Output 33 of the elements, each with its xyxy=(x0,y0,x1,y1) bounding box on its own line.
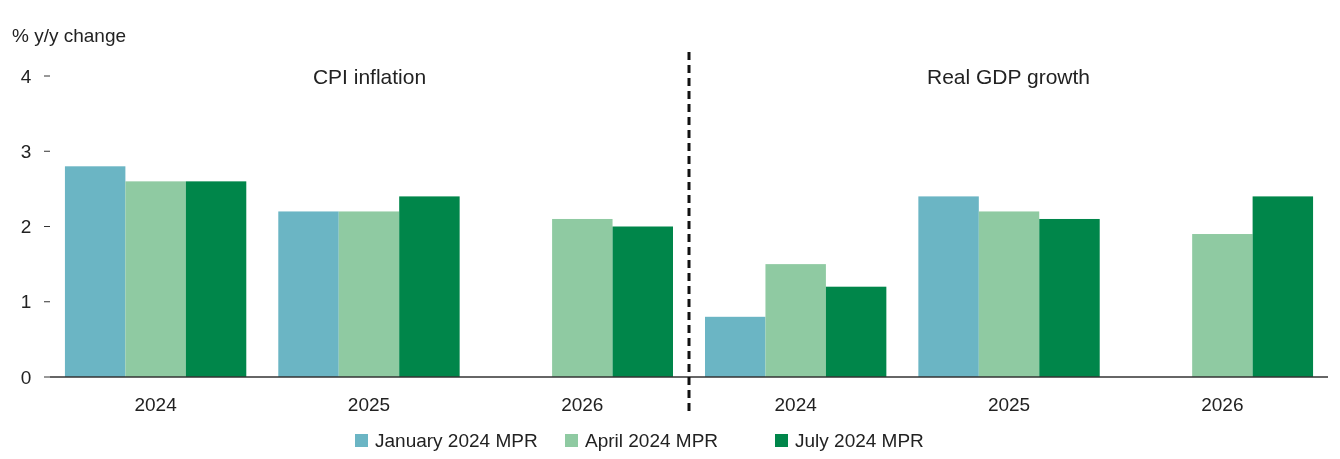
y-tick-label: 4 xyxy=(20,65,32,87)
bar xyxy=(918,196,979,377)
x-tick-label: 2024 xyxy=(774,394,818,415)
y-tick-label: 3 xyxy=(20,140,32,162)
x-tick-label: 2025 xyxy=(987,394,1031,415)
bar xyxy=(552,218,613,377)
bar xyxy=(338,211,400,377)
y-tick-label: 1 xyxy=(20,291,32,313)
bar xyxy=(705,316,766,377)
y-axis-title: % y/y change xyxy=(12,25,127,46)
annotation: Real GDP growth xyxy=(926,65,1091,88)
x-tick-label: 2026 xyxy=(1201,394,1244,415)
x-tick-label: 2025 xyxy=(347,394,391,415)
bar xyxy=(978,211,1040,377)
x-tick-label: 2026 xyxy=(561,394,604,415)
bar xyxy=(185,181,247,377)
bar xyxy=(1192,234,1253,377)
legend-label: July 2024 MPR xyxy=(795,430,924,451)
bar xyxy=(278,211,339,377)
x-tick-label: 2024 xyxy=(134,394,178,415)
bar xyxy=(765,264,826,377)
bar xyxy=(612,226,673,377)
bar xyxy=(1252,196,1314,377)
legend-label: January 2024 MPR xyxy=(375,430,538,451)
bar xyxy=(125,181,186,377)
bar xyxy=(1039,218,1100,377)
annotation: CPI inflation xyxy=(312,65,427,88)
bar xyxy=(64,166,126,377)
y-tick-label: 0 xyxy=(20,366,32,388)
bar xyxy=(825,286,887,377)
y-tick-label: 2 xyxy=(20,216,32,238)
bar xyxy=(399,196,460,377)
legend-label: April 2024 MPR xyxy=(585,430,719,451)
